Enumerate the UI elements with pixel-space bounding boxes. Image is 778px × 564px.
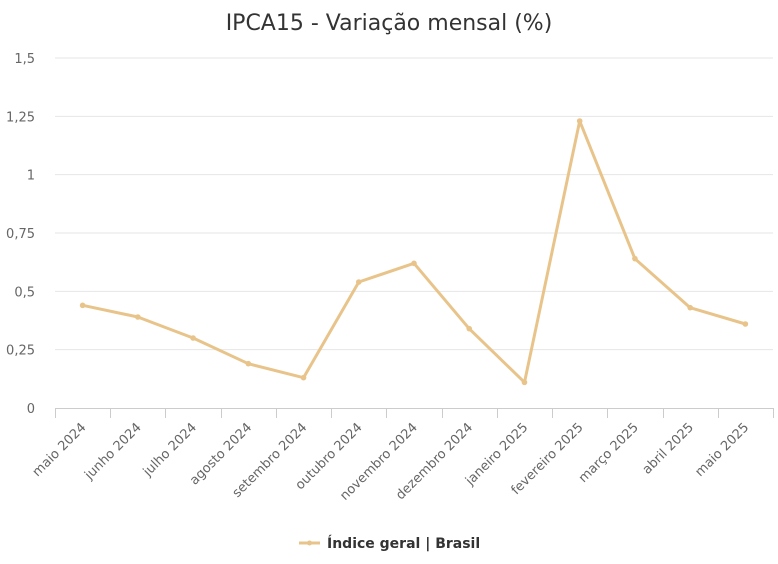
legend-label[interactable]: Índice geral | Brasil — [327, 535, 480, 552]
y-tick-label: 0,75 — [6, 227, 35, 242]
legend[interactable]: Índice geral | Brasil — [299, 535, 480, 552]
y-tick-label: 0,5 — [14, 285, 35, 300]
x-tick-label: maio 2025 — [693, 420, 753, 480]
data-point[interactable] — [411, 260, 417, 267]
data-point[interactable] — [135, 314, 141, 320]
y-axis-ticks: 0 0,25 0,5 0,75 1 1,25 1,5 — [6, 52, 35, 417]
data-point[interactable] — [687, 304, 693, 311]
grid-lines — [55, 57, 773, 351]
data-point[interactable] — [300, 374, 307, 381]
data-point[interactable] — [79, 302, 86, 309]
y-tick-label: 1,5 — [14, 52, 35, 67]
series-layer[interactable] — [79, 118, 749, 386]
data-point[interactable] — [521, 379, 528, 386]
x-tick-label: março 2025 — [576, 420, 642, 486]
x-tick-label: maio 2024 — [30, 420, 90, 480]
y-tick-label: 1,25 — [6, 110, 35, 125]
chart-title: IPCA15 - Variação mensal (%) — [226, 11, 553, 36]
data-point[interactable] — [355, 279, 362, 285]
data-point[interactable] — [466, 325, 473, 332]
y-tick-label: 0,25 — [6, 344, 35, 359]
series-line[interactable] — [81, 119, 747, 384]
data-point[interactable] — [742, 321, 749, 327]
data-point[interactable] — [190, 335, 196, 341]
x-tick-label: julho 2024 — [140, 420, 200, 480]
y-tick-label: 0 — [27, 402, 35, 417]
data-point[interactable] — [632, 255, 638, 262]
x-tick-label: abril 2025 — [640, 420, 697, 477]
x-tick-label: junho 2024 — [81, 420, 144, 483]
y-tick-label: 1 — [27, 169, 35, 184]
legend-point-marker[interactable] — [307, 540, 312, 546]
data-point[interactable] — [245, 360, 252, 367]
data-point[interactable] — [576, 118, 583, 124]
